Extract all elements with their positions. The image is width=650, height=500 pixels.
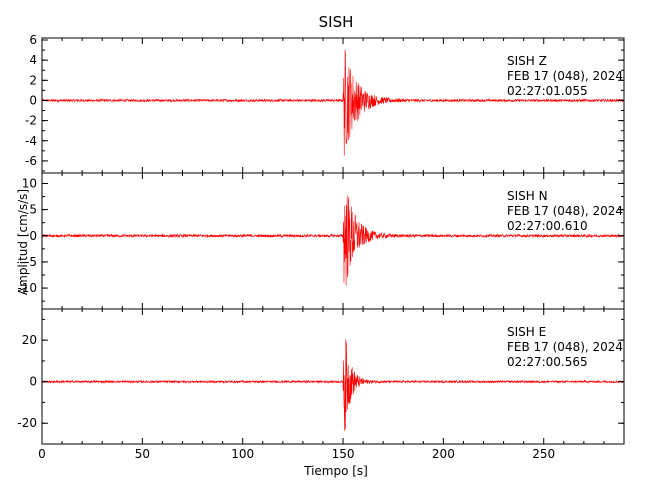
waveform-line-0 <box>41 49 625 156</box>
y-tick-label: -4 <box>25 134 37 148</box>
event-date-label: FEB 17 (048), 2024 <box>507 340 623 354</box>
x-tick-label: 100 <box>231 447 254 461</box>
waveform-line-1 <box>41 195 625 286</box>
event-time-label: 02:27:00.610 <box>507 219 588 233</box>
y-tick-label: -5 <box>25 255 37 269</box>
y-tick-label: 6 <box>29 33 37 47</box>
y-tick-label: 20 <box>22 333 37 347</box>
y-tick-label: 0 <box>29 375 37 389</box>
y-tick-label: -20 <box>17 416 37 430</box>
y-axis-label: Amplitud [cm/s/s] <box>16 189 30 295</box>
x-axis: 0 50 100 150 200 250 <box>38 447 555 461</box>
waveform-line-2 <box>41 339 625 431</box>
event-date-label: FEB 17 (048), 2024 <box>507 204 623 218</box>
panel-frame <box>41 308 625 445</box>
event-time-label: 02:27:01.055 <box>507 84 588 98</box>
event-date-label: FEB 17 (048), 2024 <box>507 69 623 83</box>
chart-title: SISH <box>319 13 354 31</box>
x-tick-label: 250 <box>532 447 555 461</box>
y-tick-label: 10 <box>22 176 37 190</box>
station-component-label: SISH N <box>507 189 548 203</box>
y-tick-label: 2 <box>29 73 37 87</box>
y-tick-label: -10 <box>17 281 37 295</box>
y-tick-label: -2 <box>25 114 37 128</box>
y-tick-label: 4 <box>29 53 37 67</box>
x-tick-label: 150 <box>332 447 355 461</box>
y-tick-label: 5 <box>29 203 37 217</box>
x-axis-label: Tiempo [s] <box>303 464 368 478</box>
y-tick-label: -6 <box>25 154 37 168</box>
x-tick-label: 200 <box>432 447 455 461</box>
station-component-label: SISH Z <box>507 54 547 68</box>
event-time-label: 02:27:00.565 <box>507 355 588 369</box>
y-tick-label: 0 <box>29 229 37 243</box>
x-tick-label: 50 <box>135 447 150 461</box>
station-component-label: SISH E <box>507 325 546 339</box>
x-tick-label: 0 <box>38 447 46 461</box>
y-tick-label: 0 <box>29 93 37 107</box>
